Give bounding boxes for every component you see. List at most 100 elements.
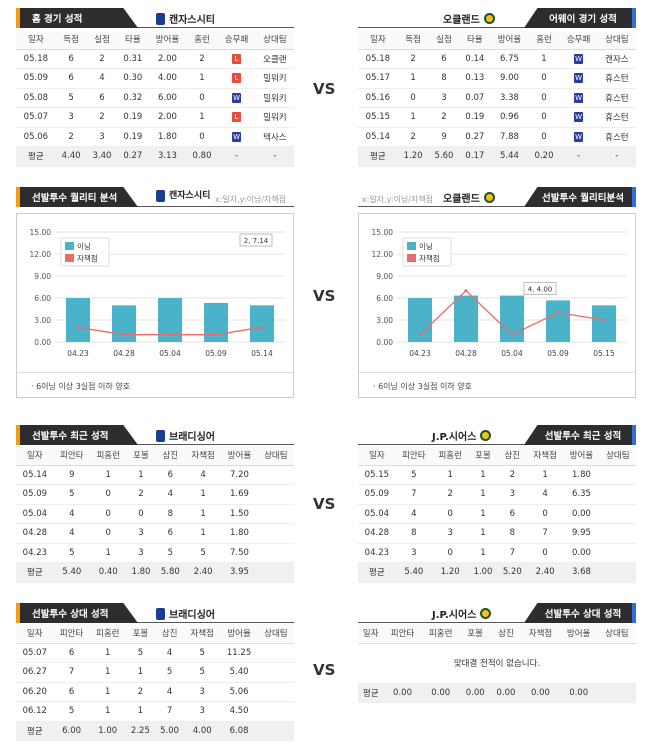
average-cell: 6.08 bbox=[220, 721, 258, 741]
table-cell: 6 bbox=[55, 49, 87, 69]
table-row: 06.12 5 1 1 7 3 4.50 bbox=[16, 701, 294, 722]
table-row: 05.15 1 2 0.19 0.96 0 W 휴스턴 bbox=[358, 107, 636, 128]
average-cell: 0.27 bbox=[117, 146, 149, 167]
table-cell bbox=[257, 523, 294, 544]
table-cell: 7 bbox=[526, 523, 564, 544]
column-header: 자책점 bbox=[184, 446, 222, 466]
inning-bar bbox=[592, 305, 616, 342]
column-header: 일자 bbox=[358, 446, 396, 466]
home-h2h-pitcher: 브래디싱어 bbox=[156, 606, 215, 621]
table-cell: 1 bbox=[126, 465, 156, 485]
home-record-header: 홈 경기 성적 bbox=[16, 8, 138, 28]
table-cell bbox=[257, 504, 294, 524]
table-cell: 휴스턴 bbox=[597, 88, 636, 108]
table-cell: 0.00 bbox=[563, 504, 600, 524]
table-cell: 7.88 bbox=[490, 127, 529, 147]
table-cell: 05.14 bbox=[16, 465, 54, 485]
athletics-logo-icon bbox=[480, 608, 492, 619]
average-cell: 2.40 bbox=[184, 562, 222, 583]
table-cell: 05.09 bbox=[358, 484, 396, 505]
column-header: 피홈런 bbox=[90, 446, 127, 466]
table-cell bbox=[257, 543, 294, 563]
table-cell: 4 bbox=[154, 643, 185, 663]
average-cell: 평균 bbox=[16, 146, 56, 167]
tooltip-box bbox=[523, 281, 557, 295]
table-cell: 3 bbox=[86, 127, 118, 147]
average-cell: 0.40 bbox=[90, 562, 127, 583]
average-cell bbox=[257, 562, 294, 583]
average-cell: 3.40 bbox=[86, 146, 118, 167]
royals-logo-icon bbox=[156, 607, 165, 620]
inning-bar bbox=[66, 298, 90, 342]
average-cell: 3.95 bbox=[221, 562, 258, 583]
table-cell: 05.15 bbox=[358, 107, 398, 128]
table-cell: 7 bbox=[53, 662, 90, 683]
average-cell bbox=[599, 562, 636, 583]
table-cell: 8 bbox=[497, 523, 527, 544]
table-cell bbox=[599, 504, 636, 524]
table-cell: 1 bbox=[125, 701, 155, 722]
section-home-away: 홈 경기 성적 캔자스시티 오클랜드 어웨이 경기 성적 일자 득점 실점 타율 방어율… bbox=[0, 8, 650, 168]
column-header: 득점 bbox=[55, 30, 87, 50]
table-cell: 05.15 bbox=[358, 465, 396, 485]
table-cell: 3 bbox=[126, 523, 156, 544]
header-underline bbox=[16, 206, 294, 207]
table-cell: 06.12 bbox=[16, 701, 54, 722]
average-cell: 평균 bbox=[358, 683, 384, 703]
royals-logo-icon bbox=[156, 429, 165, 442]
athletics-logo-icon bbox=[480, 430, 492, 441]
table-cell bbox=[599, 484, 636, 505]
average-row: 평균 0.00 0.00 0.00 0.00 0.00 0.00 bbox=[358, 683, 636, 703]
table-cell bbox=[257, 465, 294, 485]
table-cell: 04.28 bbox=[358, 523, 396, 544]
table-cell: 6 bbox=[497, 504, 527, 524]
y-tick-label: 6.00 bbox=[376, 294, 393, 303]
table-cell: 3 bbox=[432, 523, 469, 544]
table-cell: 0 bbox=[186, 88, 218, 108]
away-record-header: 어웨이 경기 성적 bbox=[524, 8, 636, 28]
table-cell: 06.27 bbox=[16, 662, 54, 683]
y-tick-label: 3.00 bbox=[34, 316, 51, 325]
table-cell: 2.00 bbox=[148, 49, 187, 69]
table-header-row: 일자 득점 실점 타율 방어율 홈런 승무패 상대팀 bbox=[358, 30, 636, 50]
away-h2h-header: 선발투수 상대 성적 bbox=[524, 603, 636, 623]
result-badge: W bbox=[559, 88, 598, 108]
column-header: 일자 bbox=[358, 624, 384, 644]
away-quality-svg: 0.00 3.00 6.00 9.00 12.00 15.00 04.23 04.28 05.0… bbox=[372, 228, 627, 358]
table-cell: 0.32 bbox=[117, 88, 149, 108]
inning-bar bbox=[454, 295, 478, 342]
table-cell: 0 bbox=[528, 107, 560, 128]
legend-er-label: 자책점 bbox=[419, 253, 440, 263]
table-cell: 3 bbox=[395, 543, 433, 563]
section-recent: 선발투수 최근 성적 브래디싱어 J.P.시어스 선발투수 최근 성적 일자 피안… bbox=[0, 425, 650, 585]
column-header: 타율 bbox=[117, 30, 149, 50]
table-cell: 3 bbox=[428, 88, 460, 108]
table-cell: 0 bbox=[432, 543, 469, 563]
table-cell: 9.95 bbox=[563, 523, 600, 544]
table-cell: 04.28 bbox=[16, 523, 54, 544]
athletics-logo-icon bbox=[483, 13, 495, 24]
x-tick-label: 04.28 bbox=[113, 349, 135, 358]
axis-legend-text: x:일자,y:이닝/자책점 bbox=[362, 195, 434, 204]
table-cell: 05.16 bbox=[358, 88, 398, 108]
average-cell: 1.80 bbox=[126, 562, 156, 583]
table-cell: 04.23 bbox=[358, 543, 396, 563]
column-header: 홈런 bbox=[528, 30, 560, 50]
table-cell: 1 bbox=[90, 543, 127, 563]
chart-note: · 6이닝 이상 3실점 이하 양호 bbox=[373, 382, 473, 391]
home-record-table: 일자 득점 실점 타율 방어율 홈런 승무패 상대팀 05.18 6 2 0.31 2.00 2 L 오클랜 0… bbox=[16, 30, 294, 167]
average-cell: 1.00 bbox=[468, 562, 498, 583]
table-cell: 1 bbox=[184, 484, 222, 505]
table-cell: 1 bbox=[397, 107, 429, 128]
table-cell: 5 bbox=[184, 643, 221, 663]
average-cell: 3.68 bbox=[563, 562, 600, 583]
table-cell: 5 bbox=[155, 543, 185, 563]
earned-runs-point bbox=[122, 333, 126, 337]
legend-inning-swatch bbox=[407, 242, 416, 250]
table-cell: 2 bbox=[186, 49, 218, 69]
average-cell: - bbox=[255, 146, 294, 167]
table-cell: 1 bbox=[89, 643, 126, 663]
tooltip-box bbox=[239, 233, 273, 247]
away-quality-chart: 0.00 3.00 6.00 9.00 12.00 15.00 04.23 04.28 05.0… bbox=[358, 213, 636, 398]
table-header-row: 일자 득점 실점 타율 방어율 홈런 승무패 상대팀 bbox=[16, 30, 294, 50]
